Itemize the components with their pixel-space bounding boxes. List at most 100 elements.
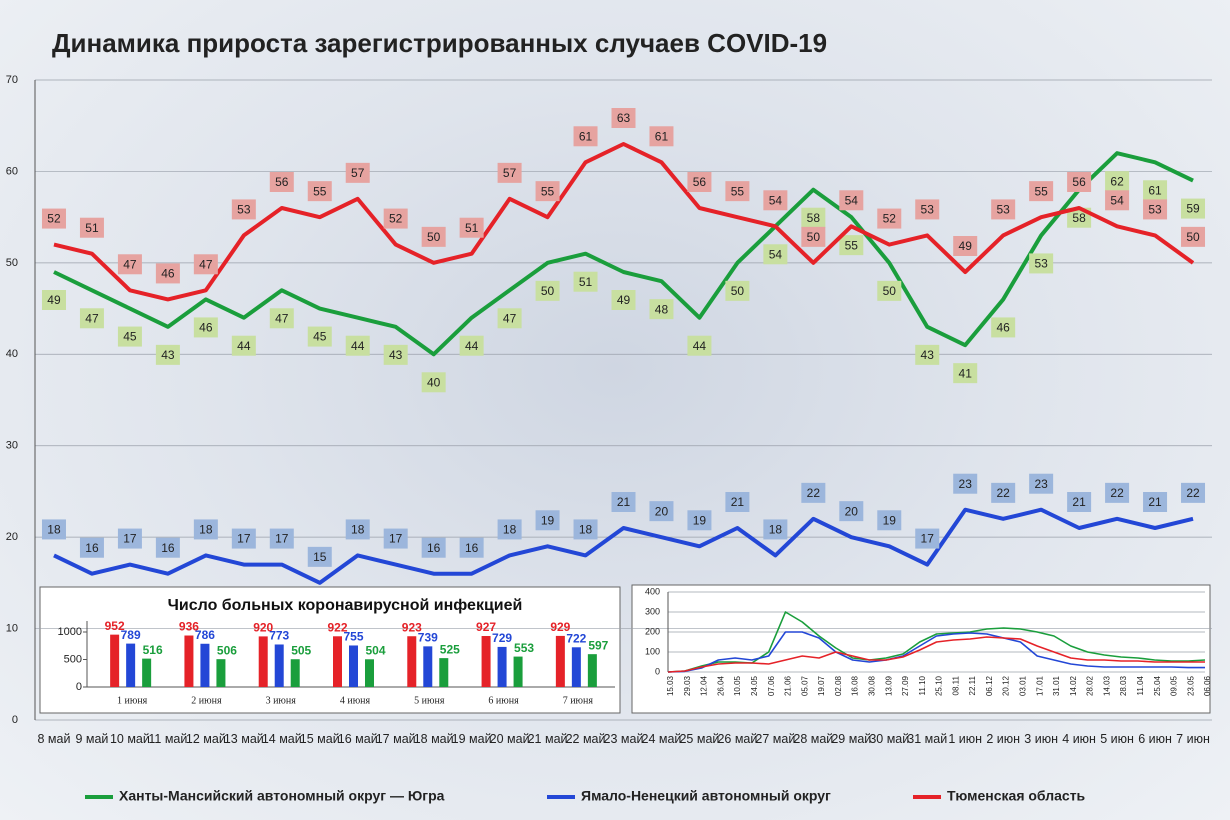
value-label: 57: [351, 166, 365, 180]
bar: [439, 658, 449, 687]
value-label: 46: [996, 321, 1010, 335]
bar: [110, 634, 120, 687]
x-tick-label: 20 май: [489, 732, 530, 746]
x-tick-label: 16 май: [337, 732, 378, 746]
value-label: 56: [1072, 175, 1086, 189]
value-label: 923: [402, 620, 422, 634]
value-label: 54: [769, 193, 783, 207]
value-label: 44: [237, 339, 251, 353]
value-label-box: [231, 335, 256, 356]
value-label: 19: [541, 513, 555, 527]
value-label-box: [1181, 198, 1206, 219]
value-label-box: [269, 172, 294, 192]
y-tick-label: 70: [6, 74, 18, 86]
x-tick-label: 11.10: [918, 675, 927, 695]
value-label-box: [421, 372, 446, 393]
value-label: 922: [327, 620, 347, 634]
value-label-box: [79, 308, 104, 329]
value-label-box: [915, 528, 940, 549]
value-label: 47: [503, 311, 517, 325]
x-tick-label: 11.04: [1136, 675, 1145, 695]
value-label: 53: [1034, 257, 1048, 271]
x-tick-label: 28 май: [793, 732, 834, 746]
value-label-box: [117, 528, 142, 549]
value-label-box: [839, 501, 864, 522]
legend-label: Ханты-Мансийский автономный округ — Югра: [119, 788, 445, 804]
value-label-box: [231, 528, 256, 549]
value-label-box: [459, 217, 484, 238]
value-label-box: [953, 363, 978, 384]
value-label-box: [725, 181, 750, 202]
value-label: 51: [85, 221, 99, 235]
value-label: 553: [514, 641, 534, 655]
value-label-box: [611, 290, 636, 310]
value-label-box: [801, 226, 826, 247]
bar: [555, 635, 565, 687]
x-tick-label: 06.12: [985, 675, 994, 696]
value-label-box: [79, 537, 104, 558]
value-label-box: [497, 519, 522, 540]
value-label: 56: [275, 175, 289, 189]
x-tick-label: 31.01: [1052, 675, 1061, 696]
value-label-box: [991, 482, 1016, 503]
value-label-box: [345, 335, 370, 356]
x-tick-label: 5 июня: [414, 695, 445, 706]
value-label: 16: [427, 541, 441, 555]
value-label: 58: [807, 211, 821, 225]
bar: [274, 644, 284, 687]
x-tick-label: 8 май: [37, 732, 71, 746]
value-label-box: [421, 537, 446, 558]
value-label: 50: [1186, 230, 1200, 244]
y-tick-label: 20: [6, 531, 18, 543]
value-label: 52: [389, 212, 403, 226]
value-label: 21: [1072, 495, 1086, 509]
value-label: 54: [769, 247, 783, 261]
y-tick-label: 10: [6, 622, 18, 634]
value-label-box: [763, 244, 788, 265]
value-label-box: [801, 207, 826, 228]
value-label-box: [763, 190, 788, 211]
value-label-box: [991, 199, 1016, 220]
value-label: 50: [731, 284, 745, 298]
x-tick-label: 28.03: [1119, 675, 1128, 696]
value-label: 21: [1148, 495, 1162, 509]
chart-title: Динамика прироста зарегистрированных слу…: [52, 28, 827, 58]
x-tick-label: 12 май: [185, 732, 226, 746]
value-label-box: [269, 308, 294, 329]
value-label-box: [877, 280, 902, 301]
value-label-box: [193, 254, 218, 275]
x-tick-label: 12.04: [700, 675, 709, 696]
x-tick-label: 13.09: [884, 675, 893, 696]
value-label-box: [1105, 190, 1130, 211]
value-label-box: [497, 308, 522, 329]
x-tick-label: 19.07: [817, 675, 826, 696]
x-tick-label: 31 май: [907, 732, 948, 746]
value-label: 755: [343, 630, 363, 644]
value-label-box: [991, 317, 1016, 338]
value-label: 17: [237, 532, 251, 546]
x-tick-label: 25.10: [935, 675, 944, 696]
value-label-box: [725, 492, 750, 512]
y-tick-label: 100: [645, 646, 660, 656]
value-label-box: [877, 510, 902, 531]
x-tick-label: 29.03: [683, 675, 692, 696]
x-tick-label: 15 май: [299, 732, 340, 746]
value-label: 525: [440, 642, 460, 656]
bar: [365, 659, 374, 687]
value-label: 41: [959, 366, 973, 380]
value-label: 952: [105, 619, 125, 633]
inset-panel: [39, 586, 621, 714]
value-label: 18: [199, 523, 213, 537]
value-label: 16: [465, 541, 479, 555]
value-label: 17: [389, 532, 403, 546]
bar: [571, 647, 581, 687]
value-label: 47: [123, 257, 137, 271]
value-label-box: [1143, 492, 1168, 512]
y-tick-label: 1000: [58, 626, 82, 638]
value-label-box: [687, 510, 712, 531]
value-label-box: [459, 537, 484, 558]
value-label: 722: [566, 631, 586, 645]
value-label-box: [421, 226, 446, 247]
x-tick-label: 11 май: [148, 732, 188, 746]
value-label: 19: [883, 513, 897, 527]
